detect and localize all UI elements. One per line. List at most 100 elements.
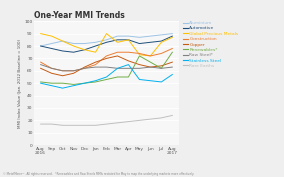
Aluminium (149, 35, 152, 37)
Raw Steel* (61, 70, 64, 72)
Text: One-Year MMI Trends: One-Year MMI Trends (34, 12, 125, 21)
Copper (105, 57, 108, 59)
Aluminium (116, 35, 119, 37)
Stainless Steel (50, 85, 53, 87)
Copper (83, 66, 86, 68)
Aluminium (94, 41, 97, 43)
Aluminium (105, 39, 108, 41)
Copper (61, 75, 64, 77)
Line: Automotive: Automotive (41, 36, 172, 52)
Construction (83, 67, 86, 69)
Renewables* (116, 76, 119, 78)
Construction (127, 51, 130, 53)
Line: Renewables*: Renewables* (41, 52, 172, 84)
Stainless Steel (94, 80, 97, 82)
Construction (61, 70, 64, 72)
Stainless Steel (39, 82, 42, 84)
Automotive (105, 41, 108, 43)
Rare Earths (50, 123, 53, 125)
Automotive (94, 45, 97, 47)
Aluminium (61, 40, 64, 42)
Line: Raw Steel*: Raw Steel* (41, 65, 172, 71)
Rare Earths (94, 124, 97, 126)
Global Precious Metals (94, 51, 97, 53)
Raw Steel* (94, 66, 97, 68)
Rare Earths (61, 124, 64, 126)
Rare Earths (116, 122, 119, 124)
Copper (138, 64, 141, 66)
Line: Global Precious Metals: Global Precious Metals (41, 34, 172, 56)
Global Precious Metals (50, 35, 53, 37)
Automotive (83, 49, 86, 51)
Legend: Aluminium, Automotive, Global Precious Metals, Construction, Copper, Renewables*: Aluminium, Automotive, Global Precious M… (183, 21, 238, 68)
Line: Aluminium: Aluminium (41, 34, 172, 46)
Line: Rare Earths: Rare Earths (41, 115, 172, 125)
Raw Steel* (72, 70, 75, 72)
Renewables* (39, 81, 42, 83)
Rare Earths (39, 123, 42, 125)
Aluminium (127, 35, 130, 37)
Rare Earths (160, 117, 163, 119)
Rare Earths (171, 114, 174, 116)
Renewables* (83, 82, 86, 84)
Renewables* (160, 67, 163, 69)
Copper (149, 66, 152, 68)
Global Precious Metals (83, 49, 86, 51)
Renewables* (72, 83, 75, 85)
Global Precious Metals (171, 36, 174, 38)
Renewables* (127, 76, 130, 78)
Global Precious Metals (138, 54, 141, 56)
Stainless Steel (72, 85, 75, 87)
Construction (149, 55, 152, 57)
Construction (105, 55, 108, 57)
Construction (138, 52, 141, 55)
Construction (160, 52, 163, 55)
Global Precious Metals (116, 41, 119, 43)
Raw Steel* (39, 64, 42, 66)
Aluminium (83, 42, 86, 45)
Raw Steel* (171, 66, 174, 68)
Stainless Steel (61, 87, 64, 89)
Stainless Steel (160, 81, 163, 83)
Global Precious Metals (39, 33, 42, 35)
Global Precious Metals (160, 41, 163, 43)
Rare Earths (149, 118, 152, 120)
Raw Steel* (50, 67, 53, 69)
Y-axis label: MMI Index Value (Jan. 2012 Baseline = 100): MMI Index Value (Jan. 2012 Baseline = 10… (18, 39, 22, 128)
Copper (160, 65, 163, 67)
Copper (72, 72, 75, 74)
Renewables* (105, 78, 108, 81)
Stainless Steel (105, 76, 108, 78)
Construction (39, 61, 42, 63)
Global Precious Metals (149, 55, 152, 57)
Global Precious Metals (61, 40, 64, 42)
Rare Earths (72, 124, 75, 126)
Rare Earths (127, 121, 130, 123)
Raw Steel* (105, 66, 108, 68)
Construction (171, 47, 174, 50)
Renewables* (171, 51, 174, 53)
Rare Earths (83, 124, 86, 126)
Automotive (116, 39, 119, 41)
Line: Copper: Copper (41, 56, 172, 76)
Aluminium (50, 42, 53, 45)
Automotive (50, 47, 53, 50)
Rare Earths (105, 123, 108, 125)
Construction (50, 67, 53, 69)
Raw Steel* (149, 66, 152, 68)
Automotive (72, 51, 75, 53)
Automotive (149, 41, 152, 43)
Text: © MetalMiner™. All rights reserved.   *Renewables and Raw Steels MMIs restated f: © MetalMiner™. All rights reserved. *Ren… (3, 172, 194, 176)
Renewables* (61, 82, 64, 84)
Copper (50, 72, 53, 74)
Aluminium (138, 36, 141, 38)
Aluminium (39, 45, 42, 47)
Stainless Steel (83, 82, 86, 84)
Construction (94, 64, 97, 66)
Global Precious Metals (72, 45, 75, 47)
Stainless Steel (138, 78, 141, 81)
Renewables* (149, 61, 152, 63)
Automotive (160, 40, 163, 42)
Line: Construction: Construction (41, 48, 172, 71)
Aluminium (160, 34, 163, 36)
